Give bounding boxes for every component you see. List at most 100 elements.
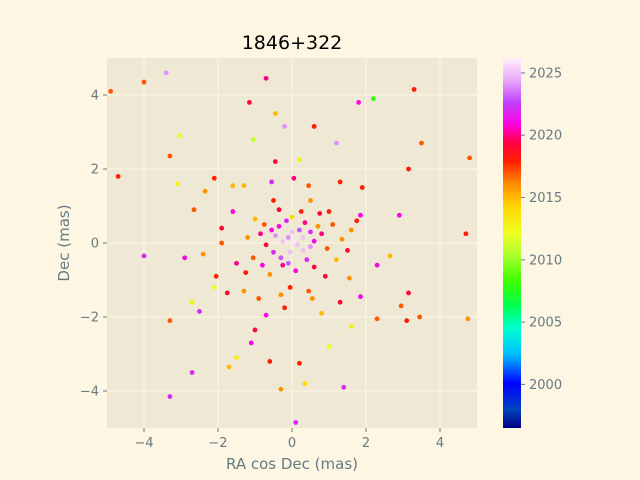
data-point — [167, 318, 173, 324]
data-point — [269, 227, 275, 233]
data-point — [346, 275, 352, 281]
data-point — [295, 242, 300, 248]
data-point — [278, 292, 284, 298]
data-point — [280, 238, 286, 244]
colorbar-tick-label: 2005 — [529, 316, 562, 331]
data-point — [297, 227, 302, 233]
data-point — [243, 270, 249, 275]
data-point — [278, 386, 284, 392]
data-point — [163, 70, 169, 76]
x-tick-label: −2 — [208, 436, 227, 451]
data-point — [306, 288, 312, 294]
data-point — [252, 216, 258, 222]
data-point — [260, 262, 265, 268]
y-tick-label: 4 — [91, 89, 99, 104]
data-point — [213, 273, 219, 279]
data-point — [297, 360, 302, 366]
data-point — [224, 290, 230, 296]
x-axis-label: RA cos Dec (mas) — [226, 455, 358, 473]
data-point — [337, 179, 343, 185]
data-point — [341, 384, 347, 390]
data-point — [211, 285, 217, 290]
data-point — [280, 262, 286, 268]
data-point — [406, 290, 411, 296]
data-point — [291, 175, 297, 181]
data-point — [272, 111, 278, 116]
grid-lines — [107, 58, 477, 428]
data-point — [202, 188, 208, 194]
data-point — [176, 133, 182, 139]
data-point — [289, 214, 295, 220]
data-point — [189, 299, 195, 305]
data-point — [182, 255, 188, 261]
data-point — [263, 312, 269, 318]
data-point — [261, 222, 267, 227]
data-point — [404, 318, 410, 324]
x-tick-label: 0 — [288, 436, 296, 451]
data-point — [226, 364, 232, 370]
colorbar — [503, 58, 521, 428]
data-point — [298, 209, 304, 214]
data-point — [219, 240, 225, 246]
data-point — [267, 272, 273, 277]
data-point — [263, 242, 269, 248]
y-axis-label: Dec (mas) — [55, 204, 73, 281]
data-point — [334, 140, 339, 146]
data-point — [465, 316, 471, 322]
data-point — [319, 310, 324, 316]
y-tick-label: −2 — [80, 311, 99, 326]
data-point — [302, 381, 308, 386]
data-point — [278, 255, 284, 261]
data-point — [398, 303, 404, 309]
data-point — [308, 229, 313, 235]
data-point — [271, 249, 276, 255]
data-point — [324, 246, 330, 251]
data-point — [374, 316, 380, 322]
data-point — [211, 175, 217, 181]
data-point — [348, 323, 354, 329]
data-point — [241, 183, 247, 189]
data-point — [289, 229, 295, 235]
data-point — [411, 87, 417, 92]
data-point — [356, 100, 361, 105]
data-point — [141, 79, 147, 85]
data-point — [252, 327, 258, 333]
data-point — [115, 174, 121, 179]
data-point — [291, 238, 297, 244]
data-point — [276, 207, 282, 213]
data-point — [417, 314, 423, 320]
data-point — [358, 294, 363, 300]
data-point — [311, 238, 317, 244]
data-point — [419, 140, 424, 146]
data-point — [345, 248, 350, 253]
data-point — [284, 218, 289, 224]
data-point — [285, 235, 291, 240]
data-point — [304, 257, 310, 263]
data-point — [174, 181, 180, 187]
colorbar-tick-label: 2010 — [529, 253, 562, 268]
data-point — [167, 394, 173, 399]
data-point — [276, 223, 282, 229]
data-point — [267, 359, 273, 364]
data-point — [406, 166, 411, 172]
data-point — [396, 212, 402, 218]
data-point — [322, 273, 328, 279]
chart-title: 1846+322 — [242, 32, 343, 54]
data-point — [326, 209, 332, 214]
data-point — [269, 179, 275, 185]
colorbar-tick-label: 2015 — [529, 191, 562, 206]
data-point — [250, 255, 256, 261]
data-point — [339, 236, 345, 242]
data-points — [108, 70, 472, 425]
data-point — [248, 340, 254, 346]
data-point — [306, 183, 312, 189]
data-point — [359, 185, 365, 190]
data-point — [271, 198, 276, 203]
data-point — [467, 155, 472, 161]
data-point — [330, 222, 336, 227]
data-point — [189, 370, 195, 375]
data-point — [326, 344, 332, 349]
data-point — [358, 212, 363, 218]
data-point — [354, 218, 360, 224]
